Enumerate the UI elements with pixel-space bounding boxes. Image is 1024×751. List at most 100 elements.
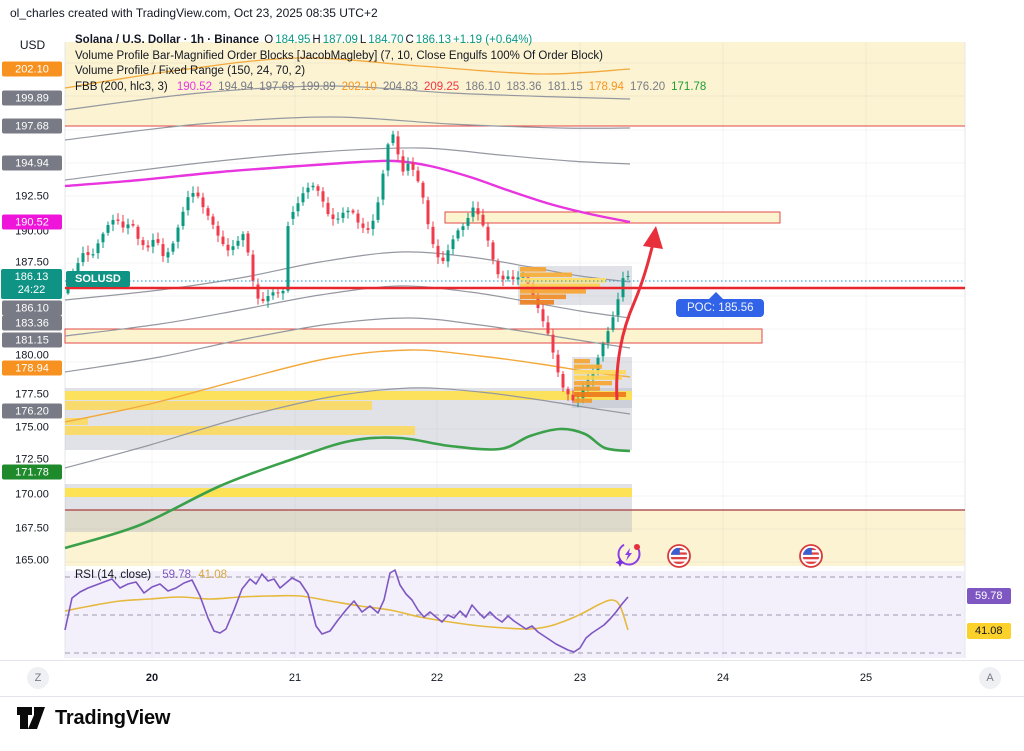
candle-body <box>201 197 205 208</box>
tradingview-brand[interactable]: TradingView <box>16 704 170 732</box>
ohlc-part: C <box>405 34 414 46</box>
candle-body <box>241 234 245 241</box>
candle-body <box>276 292 280 294</box>
candle-body <box>606 331 610 343</box>
candle-body <box>251 254 255 282</box>
fbb-value: 199.89 <box>300 80 336 93</box>
symbol-price-tag: SOLUSD <box>66 271 130 287</box>
poc-callout[interactable]: POC: 185.56 <box>676 292 765 317</box>
rsi-legend[interactable]: RSI (14, close) 59.78 41.08 <box>75 569 227 581</box>
price-label-167.50: 167.50 <box>15 522 49 534</box>
legend-symbol-row[interactable]: Solana / U.S. Dollar · 1h · Binance O 184… <box>75 33 710 49</box>
time-label-Z[interactable]: Z <box>27 667 49 689</box>
volume-profile-row <box>65 488 632 497</box>
rsi-value: 59.78 <box>162 569 192 581</box>
fbb-value: 181.15 <box>547 80 583 93</box>
vp-cluster-bar <box>520 300 554 305</box>
candle-body <box>346 210 350 213</box>
chart-canvas[interactable] <box>0 0 1024 700</box>
current-price-label[interactable]: 186.13 24:22 <box>1 269 62 299</box>
price-label-186.10: 186.10 <box>2 300 62 316</box>
vp-cluster-bar <box>574 370 626 375</box>
price-label-183.36: 183.36 <box>2 315 62 331</box>
candle-body <box>476 208 480 215</box>
candle-body <box>331 214 335 220</box>
candle-body <box>246 233 250 253</box>
fbb-value: 190.52 <box>176 80 213 93</box>
candle-body <box>366 228 370 230</box>
price-label-197.68: 197.68 <box>2 118 62 134</box>
fbb-4.236-202.10-line <box>64 57 631 89</box>
candle-body <box>471 207 475 217</box>
candle-body <box>191 193 195 197</box>
candle-body <box>156 239 160 243</box>
candle-body <box>546 322 550 334</box>
price-label-177.50: 177.50 <box>15 388 49 400</box>
time-label-22[interactable]: 22 <box>430 672 444 684</box>
time-axis[interactable]: Z 20 21 22 23 24 25 A <box>0 660 1024 697</box>
symbol-title[interactable]: Solana / U.S. Dollar · 1h · Binance <box>75 34 260 46</box>
legend-volume-profile-fr[interactable]: Volume Profile / Fixed Range (150, 24, 7… <box>75 65 306 77</box>
candle-body <box>206 208 210 216</box>
fbb-value: 176.20 <box>629 80 666 93</box>
candle-body <box>611 317 615 330</box>
candle-body <box>301 193 305 203</box>
us-flag-icon[interactable] <box>800 545 822 567</box>
legend-fbb-row[interactable]: FBB (200, hlc3, 3) 190.52 194.94 197.68 199… <box>75 80 710 96</box>
fbb-199.89-line <box>64 85 631 111</box>
time-label-20[interactable]: 20 <box>145 672 159 684</box>
time-label-21[interactable]: 21 <box>288 672 302 684</box>
price-label-194.94: 194.94 <box>2 155 62 171</box>
candle-body <box>236 240 240 246</box>
candle-body <box>511 276 515 280</box>
candle-body <box>551 334 555 353</box>
fbb-title: FBB (200, hlc3, 3) <box>75 80 168 93</box>
candle-body <box>431 226 435 245</box>
time-label-24[interactable]: 24 <box>716 672 730 684</box>
candle-body <box>556 354 560 373</box>
fbb-178.94-line <box>64 349 631 423</box>
candle-body <box>326 202 330 215</box>
candle-body <box>226 244 230 251</box>
indicator-legend: Solana / U.S. Dollar · 1h · Binance O 184… <box>75 33 710 95</box>
candle-body <box>351 210 355 213</box>
rsi-ma-value: 41.08 <box>198 569 228 581</box>
fbb-181.15-line <box>64 317 631 373</box>
session-highlight <box>65 42 965 126</box>
candle-body <box>441 257 445 262</box>
candle-body <box>281 290 285 294</box>
time-label-25[interactable]: 25 <box>859 672 873 684</box>
volume-profile-row <box>65 401 372 410</box>
candle-body <box>386 144 390 171</box>
ohlc-part: +1.19 (+0.64%) <box>452 34 533 46</box>
candle-body <box>421 182 425 198</box>
candle-body <box>411 163 415 170</box>
volume-profile-row <box>65 426 415 435</box>
price-axis-currency: USD <box>19 38 46 52</box>
fbb-197.68-line <box>64 116 631 141</box>
price-label-199.89: 199.89 <box>2 90 62 106</box>
legend-volume-profile-ob[interactable]: Volume Profile Bar-Magnified Order Block… <box>75 49 603 62</box>
price-label-170.00: 170.00 <box>15 488 49 500</box>
price-label-176.20: 176.20 <box>2 403 62 419</box>
price-label-202.10: 202.10 <box>2 61 62 77</box>
us-flag-icon[interactable] <box>668 545 690 567</box>
candle-body <box>481 214 485 226</box>
candle-body <box>626 276 630 278</box>
vp-cluster-bar <box>520 278 606 283</box>
credit-line: ol_charles created with TradingView.com,… <box>10 6 378 20</box>
candle-body <box>391 134 395 144</box>
fbb-value: 171.78 <box>671 80 707 93</box>
vp-cluster-bar <box>520 283 600 289</box>
fbb-value: 183.36 <box>506 80 542 93</box>
trend-arrow[interactable] <box>615 230 658 401</box>
time-label-A[interactable]: A <box>979 667 1001 689</box>
vp-cluster-bar <box>520 272 572 278</box>
candle-body <box>166 252 170 258</box>
supply-demand-zone[interactable] <box>64 328 763 344</box>
candle-body <box>446 250 450 262</box>
ohlc-part: 184.95 <box>275 34 311 46</box>
time-label-23[interactable]: 23 <box>573 672 587 684</box>
vp-cluster-bar <box>520 289 586 294</box>
